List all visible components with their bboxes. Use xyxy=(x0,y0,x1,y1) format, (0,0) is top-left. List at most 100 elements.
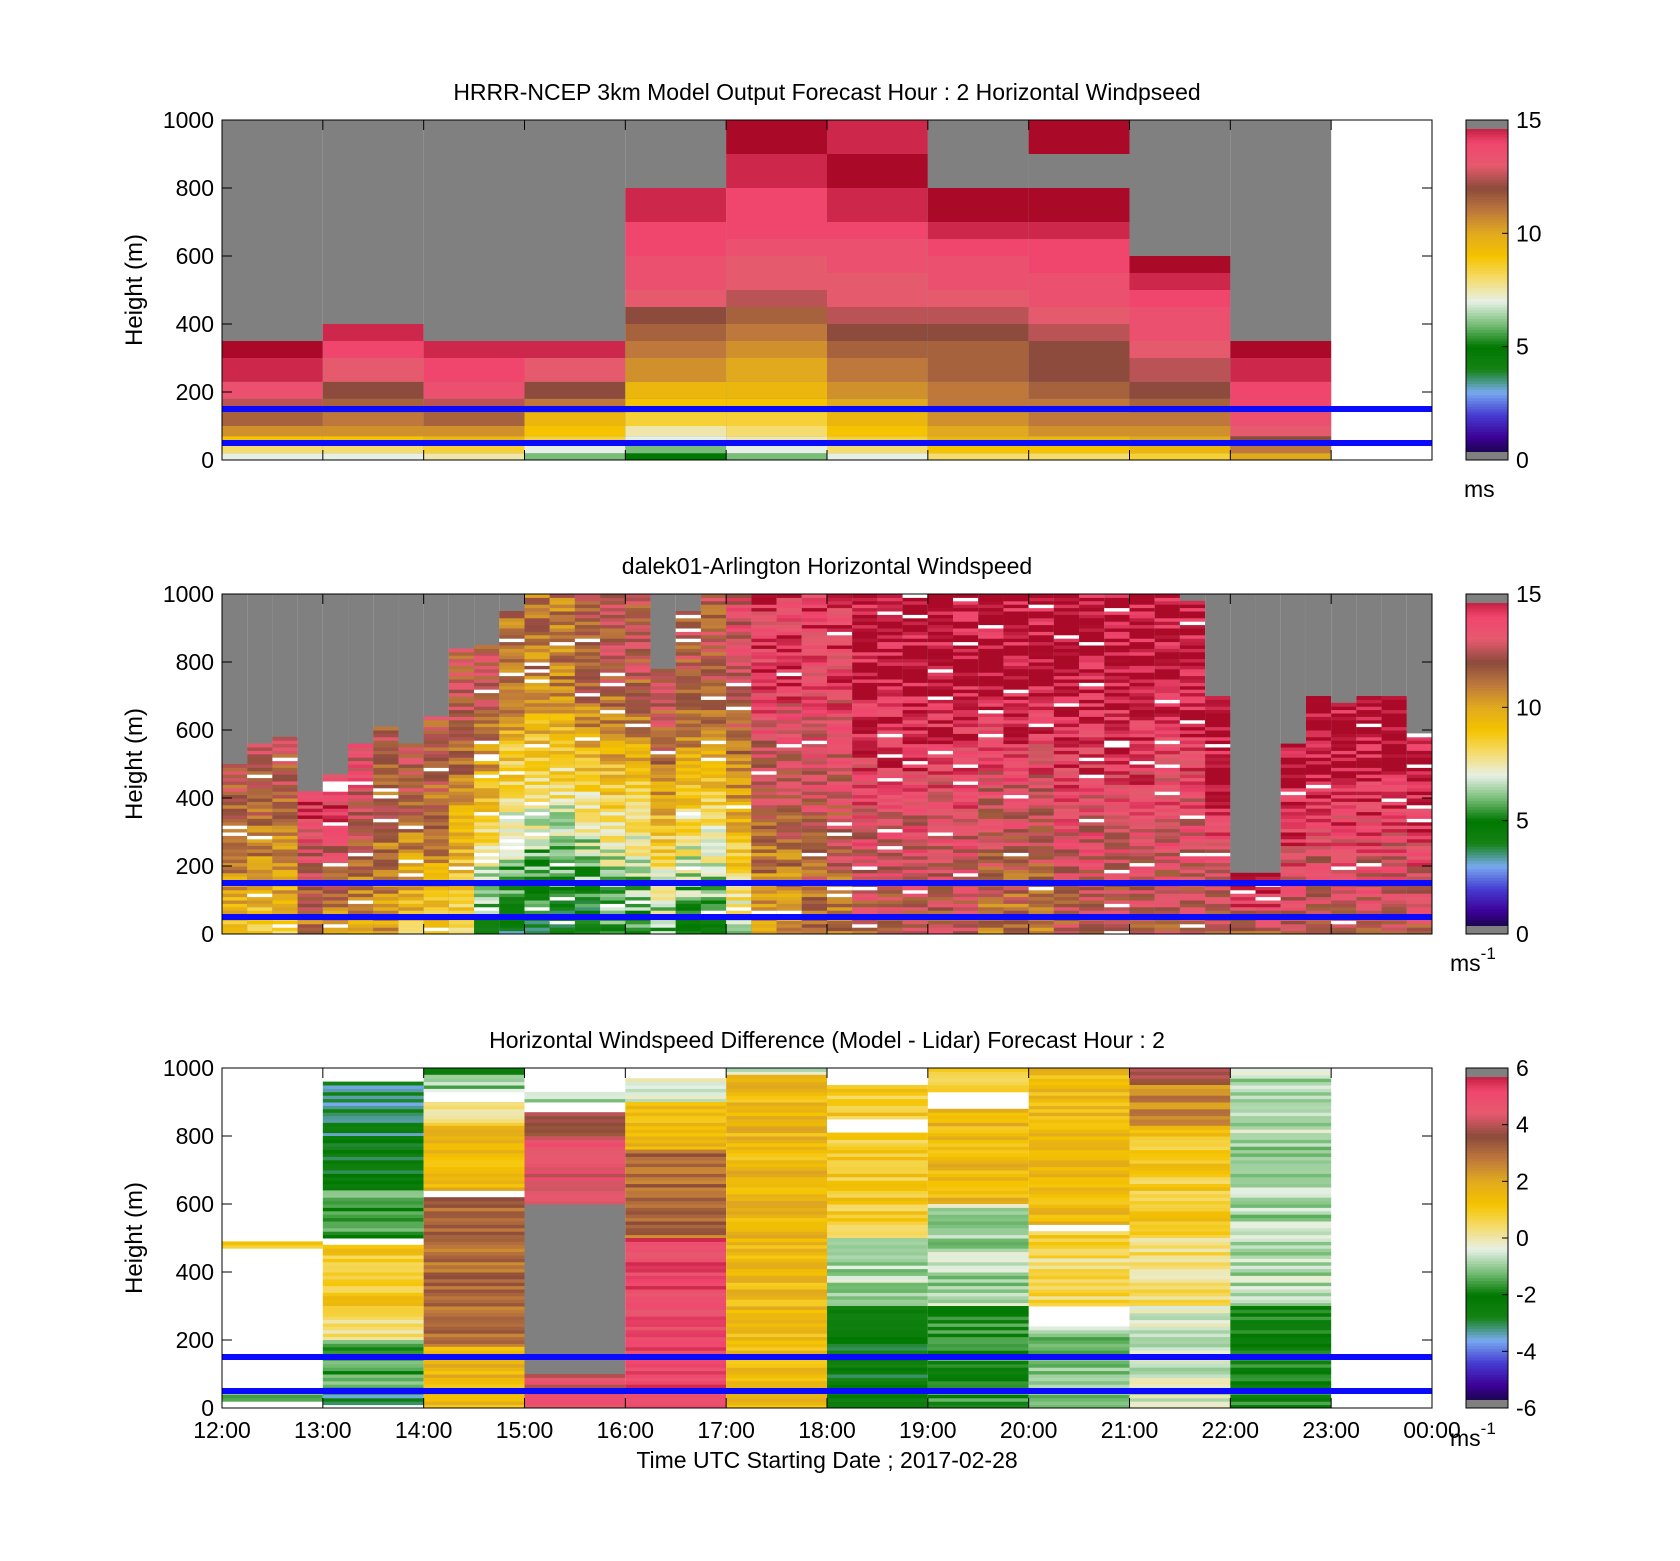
heatmap-cell xyxy=(448,900,475,904)
colorbar-segment xyxy=(1466,142,1508,146)
heatmap-cell xyxy=(373,930,399,935)
heatmap-cell xyxy=(675,733,701,738)
heatmap-cell xyxy=(524,617,550,622)
heatmap-cell xyxy=(1079,719,1105,724)
heatmap-cell xyxy=(499,815,525,819)
heatmap-cell xyxy=(927,815,954,819)
heatmap-cell xyxy=(1381,696,1407,700)
heatmap-cell xyxy=(499,866,525,870)
heatmap-cell xyxy=(751,757,777,762)
heatmap-cell xyxy=(1104,723,1130,728)
heatmap-cell xyxy=(1154,634,1180,639)
heatmap-cell xyxy=(776,842,802,847)
heatmap-cell xyxy=(1406,832,1432,836)
heatmap-cell xyxy=(348,825,374,830)
heatmap-cell xyxy=(1305,767,1332,772)
colorbar-segment xyxy=(1466,428,1508,433)
heatmap-cell xyxy=(625,1326,727,1331)
heatmap-cell xyxy=(625,777,651,782)
heatmap-cell xyxy=(927,594,954,598)
heatmap-cell xyxy=(448,889,475,894)
heatmap-cell xyxy=(1205,859,1231,864)
heatmap-cell xyxy=(247,815,273,819)
heatmap-cell xyxy=(625,239,727,256)
heatmap-cell xyxy=(1053,668,1080,673)
heatmap-cell xyxy=(1280,767,1306,772)
heatmap-cell xyxy=(902,634,928,639)
heatmap-cell xyxy=(474,886,500,891)
heatmap-cell xyxy=(625,1346,727,1351)
heatmap-cell xyxy=(423,1384,525,1389)
heatmap-cell xyxy=(348,743,374,748)
heatmap-cell xyxy=(574,764,601,768)
heatmap-cell xyxy=(423,801,449,806)
heatmap-cell xyxy=(827,624,853,629)
heatmap-cell xyxy=(1104,740,1130,745)
heatmap-cell xyxy=(1356,808,1382,813)
heatmap-cell xyxy=(499,787,525,792)
heatmap-cell xyxy=(1053,774,1080,779)
heatmap-cell xyxy=(978,808,1004,813)
heatmap-cell xyxy=(726,1397,827,1402)
colorbar-segment xyxy=(1466,284,1508,288)
heatmap-cell xyxy=(1079,760,1105,765)
heatmap-cell xyxy=(827,1295,928,1300)
heatmap-cell xyxy=(776,828,802,833)
heatmap-cell xyxy=(625,1156,727,1161)
colorbar-segment xyxy=(1466,247,1508,251)
heatmap-cell xyxy=(801,862,827,867)
heatmap-cell xyxy=(751,815,777,819)
heatmap-cell xyxy=(700,835,727,840)
heatmap-cell xyxy=(1028,273,1130,290)
heatmap-cell xyxy=(700,930,727,935)
heatmap-cell xyxy=(902,862,928,867)
heatmap-cell xyxy=(902,764,928,768)
heatmap-cell xyxy=(827,1204,928,1208)
heatmap-cell xyxy=(574,832,601,836)
heatmap-cell xyxy=(801,621,827,626)
heatmap-cell xyxy=(1154,631,1180,636)
heatmap-cell xyxy=(751,604,777,609)
heatmap-cell xyxy=(247,818,273,823)
heatmap-cell xyxy=(726,866,752,870)
colorbar-segment xyxy=(1466,417,1508,421)
heatmap-cell xyxy=(625,872,651,877)
heatmap-cell xyxy=(751,903,777,908)
heatmap-cell xyxy=(726,1401,827,1406)
heatmap-cell xyxy=(953,893,979,898)
heatmap-cell xyxy=(1305,753,1332,758)
heatmap-cell xyxy=(1205,811,1231,816)
heatmap-cell xyxy=(499,842,525,847)
heatmap-cell xyxy=(625,1401,727,1406)
heatmap-cell xyxy=(1154,594,1180,598)
heatmap-cell xyxy=(524,689,550,694)
heatmap-cell xyxy=(675,682,701,687)
heatmap-cell xyxy=(448,777,475,782)
heatmap-cell xyxy=(1331,730,1357,734)
heatmap-cell xyxy=(574,886,601,891)
heatmap-cell xyxy=(574,859,601,864)
heatmap-cell xyxy=(827,1095,928,1100)
heatmap-cell xyxy=(222,436,323,443)
heatmap-cell xyxy=(927,832,954,836)
heatmap-cell xyxy=(524,1122,626,1127)
heatmap-cell xyxy=(574,631,601,636)
heatmap-cell xyxy=(322,1370,424,1375)
heatmap-cell xyxy=(348,801,374,806)
heatmap-cell xyxy=(751,638,777,643)
heatmap-cell xyxy=(1104,869,1130,874)
heatmap-cell xyxy=(1381,842,1407,847)
heatmap-cell xyxy=(574,679,601,683)
colorbar-segment xyxy=(1466,860,1508,864)
heatmap-cell xyxy=(448,828,475,833)
heatmap-cell xyxy=(650,886,676,891)
heatmap-cell xyxy=(726,689,752,694)
heatmap-cell xyxy=(474,753,500,758)
heatmap-cell xyxy=(423,1241,525,1246)
heatmap-cell xyxy=(978,930,1004,935)
heatmap-cell xyxy=(700,689,727,694)
heatmap-cell xyxy=(827,692,853,697)
heatmap-cell xyxy=(524,781,550,785)
heatmap-cell xyxy=(801,672,827,677)
heatmap-cell xyxy=(902,927,928,932)
